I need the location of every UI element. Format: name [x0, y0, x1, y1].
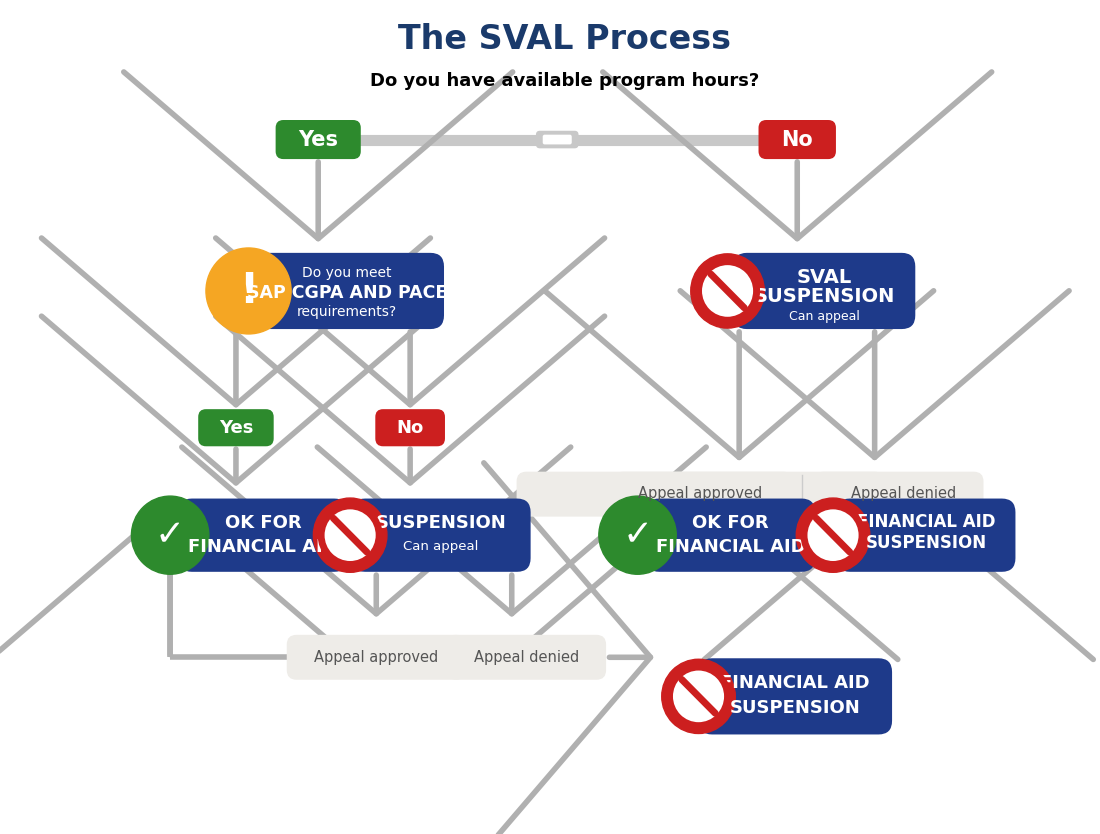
- FancyBboxPatch shape: [759, 120, 836, 159]
- Circle shape: [698, 262, 757, 320]
- FancyBboxPatch shape: [698, 658, 892, 735]
- FancyBboxPatch shape: [542, 134, 572, 144]
- Text: Appeal approved: Appeal approved: [315, 650, 439, 665]
- Text: OK FOR: OK FOR: [224, 515, 301, 532]
- Circle shape: [131, 496, 209, 575]
- Text: Can appeal: Can appeal: [404, 540, 478, 554]
- Text: SVAL: SVAL: [796, 268, 851, 287]
- FancyBboxPatch shape: [814, 472, 983, 516]
- Text: No: No: [396, 419, 424, 437]
- FancyBboxPatch shape: [447, 635, 606, 680]
- Text: Appeal denied: Appeal denied: [474, 650, 579, 665]
- Text: Do you have available program hours?: Do you have available program hours?: [371, 72, 760, 90]
- FancyBboxPatch shape: [178, 499, 348, 572]
- Circle shape: [314, 498, 387, 572]
- Text: FINANCIAL AID: FINANCIAL AID: [656, 538, 805, 556]
- Text: SUSPENSION: SUSPENSION: [376, 515, 506, 532]
- Circle shape: [662, 659, 735, 733]
- Text: ✓: ✓: [155, 518, 185, 552]
- Circle shape: [796, 498, 870, 572]
- Text: Appeal denied: Appeal denied: [851, 485, 956, 500]
- FancyBboxPatch shape: [614, 472, 793, 516]
- FancyBboxPatch shape: [352, 499, 530, 572]
- FancyBboxPatch shape: [251, 253, 444, 329]
- Circle shape: [670, 667, 727, 726]
- Text: The SVAL Process: The SVAL Process: [398, 23, 732, 57]
- Text: Appeal approved: Appeal approved: [638, 485, 762, 500]
- Text: Yes: Yes: [298, 129, 338, 149]
- Text: ✓: ✓: [623, 518, 652, 552]
- Circle shape: [691, 254, 764, 328]
- Circle shape: [321, 506, 380, 565]
- Text: requirements?: requirements?: [297, 305, 397, 319]
- Text: FINANCIAL AID: FINANCIAL AID: [857, 513, 996, 530]
- Text: SUSPENSION: SUSPENSION: [866, 534, 987, 552]
- FancyBboxPatch shape: [536, 131, 579, 148]
- FancyBboxPatch shape: [734, 253, 915, 329]
- Text: FINANCIAL AID: FINANCIAL AID: [720, 674, 870, 691]
- FancyBboxPatch shape: [646, 499, 815, 572]
- Circle shape: [598, 496, 676, 575]
- Text: SUSPENSION: SUSPENSION: [730, 699, 860, 717]
- Text: No: No: [781, 129, 813, 149]
- Text: FINANCIAL AID: FINANCIAL AID: [188, 538, 338, 556]
- Circle shape: [804, 506, 862, 565]
- FancyBboxPatch shape: [276, 120, 361, 159]
- Text: Can appeal: Can appeal: [789, 310, 860, 323]
- Text: Yes: Yes: [219, 419, 253, 437]
- FancyBboxPatch shape: [287, 635, 465, 680]
- FancyBboxPatch shape: [375, 409, 446, 446]
- FancyBboxPatch shape: [198, 409, 274, 446]
- Text: Do you meet: Do you meet: [302, 266, 392, 280]
- Circle shape: [206, 248, 292, 334]
- Text: SUSPENSION: SUSPENSION: [754, 288, 895, 306]
- Text: !: !: [239, 270, 258, 312]
- Text: OK FOR: OK FOR: [692, 515, 769, 532]
- FancyBboxPatch shape: [517, 472, 884, 516]
- FancyBboxPatch shape: [836, 499, 1015, 572]
- Text: SAP CGPA AND PACE: SAP CGPA AND PACE: [248, 284, 448, 302]
